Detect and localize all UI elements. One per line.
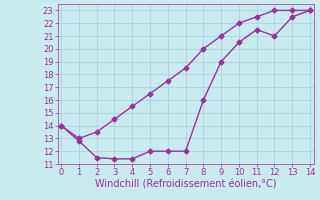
X-axis label: Windchill (Refroidissement éolien,°C): Windchill (Refroidissement éolien,°C): [95, 180, 276, 190]
